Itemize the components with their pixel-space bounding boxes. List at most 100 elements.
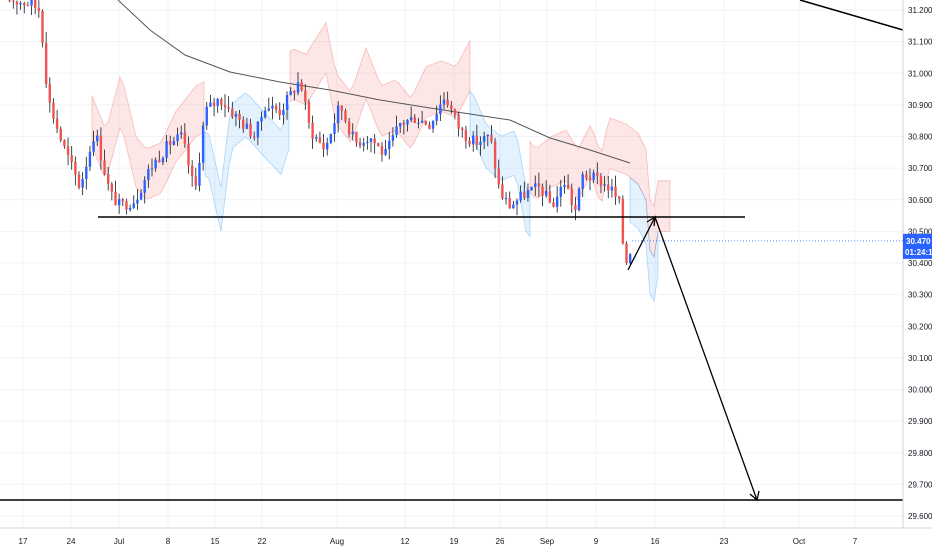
candle-body [15,1,19,5]
candle-body [588,178,592,181]
candle-body [161,157,165,163]
candle-body [128,207,132,210]
candle [399,122,402,133]
candle [293,90,296,101]
candle-body [504,197,508,199]
candle-body [187,143,190,166]
candle-body [201,125,205,163]
candle-body [333,123,336,134]
candle-body [205,106,208,126]
candle-body [391,135,395,141]
candle-body [143,180,146,193]
candle-body [395,126,398,136]
candle-body [603,184,606,186]
candle-body [336,105,340,124]
candle-body [366,141,369,144]
candle [92,130,95,157]
candle [442,92,446,110]
candle-body [358,142,362,146]
candle [209,95,212,107]
candle-body [534,183,537,187]
candle-body [446,99,449,106]
candle-body [577,188,581,211]
time-tick-label: 8 [166,537,171,546]
candle-body [85,166,88,180]
candle-body [52,102,55,119]
candle [461,126,464,138]
candle [77,171,81,190]
trendline-upper[interactable] [799,0,904,31]
candle-body [508,197,511,209]
candle [289,87,292,96]
candle [85,156,88,190]
candle [253,131,256,141]
candle-body [515,200,519,205]
price-tick-label: 31.200 [908,6,932,15]
candle-body [344,110,347,122]
candle-body [99,135,103,161]
candle [107,166,110,191]
price-tick-label: 29.900 [908,417,932,426]
candle-body [55,118,59,129]
candle-body [125,201,128,210]
candle-body [44,42,48,84]
candle-body [548,191,552,203]
candle-body [26,5,30,7]
candle [198,152,201,192]
candle-body [388,140,391,150]
candle-body [96,135,99,142]
candle [267,97,270,112]
candle [180,125,183,139]
price-tick-label: 30.200 [908,322,932,331]
candle [296,72,300,96]
candle-body [278,109,281,116]
candle [256,121,260,146]
candle-body [180,132,183,135]
candle [59,126,62,143]
candle-body [523,191,526,198]
candle-body [472,135,475,145]
candle-body [545,191,548,196]
candle-body [19,3,22,5]
candlestick-series [8,0,632,266]
price-tick-label: 30.800 [908,133,932,142]
candle-body [530,186,533,190]
candle [271,96,274,120]
candle-body [607,184,610,191]
candle [621,195,625,245]
candle [493,137,497,179]
candle-body [121,199,124,202]
time-tick-label: 9 [594,537,599,546]
candle-body [117,199,121,206]
candle-body [41,11,44,43]
candle [530,186,533,191]
time-tick-label: Sep [540,537,555,546]
candle-body [377,143,380,147]
candle-body [315,137,318,139]
candle-body [107,174,110,184]
candle [99,127,103,170]
candle [552,197,555,208]
candle-body [139,192,143,200]
candle-body [183,132,187,144]
grid [0,0,903,528]
price-tick-label: 30.400 [908,259,932,268]
candle [391,127,395,147]
price-tick-label: 30.900 [908,101,932,110]
candle [336,101,340,133]
drawings[interactable] [0,0,904,502]
candle [194,167,197,191]
candle [263,106,267,120]
candle [384,139,387,157]
candle-body [326,142,329,150]
candle [41,9,44,48]
candle-body [468,140,471,145]
candle [541,183,544,207]
candle-body [406,120,409,125]
candle [234,110,238,127]
candle [450,101,453,114]
candle-body [30,0,33,6]
candle-body [482,135,486,142]
